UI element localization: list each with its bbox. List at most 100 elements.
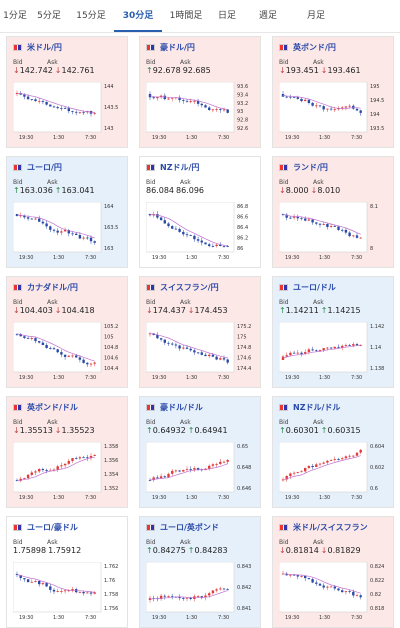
candle <box>355 108 359 111</box>
candlestick-chart: 175.2 175 174.8 174.6 174.4 19:30 1:30 7:30 <box>146 322 251 381</box>
currency-card[interactable]: 英ポンド/円 Bid Ask ↓193.451 ↓193.461 195 194.5 194 1… <box>272 36 394 148</box>
bid-price: ↓8.000 <box>279 186 309 195</box>
candle <box>337 346 340 348</box>
candle <box>329 460 333 461</box>
pair-title[interactable]: 米ドル/スイスフラン <box>293 522 368 532</box>
candle <box>304 576 307 579</box>
candle <box>215 464 218 465</box>
pair-title[interactable]: スイスフラン/円 <box>160 282 219 292</box>
pair-title[interactable]: ユーロ/英ポンド <box>160 522 219 532</box>
candle <box>78 592 82 593</box>
ask-label: Ask <box>180 59 191 66</box>
candle <box>34 338 37 342</box>
prices: ↑1.14211 ↑1.14215 <box>279 306 363 315</box>
bid-label: Bid <box>146 419 156 426</box>
currency-card[interactable]: ユーロ/ドル Bid Ask ↑1.14211 ↑1.14215 1.142 1.14 1.1… <box>272 276 394 388</box>
tab-1[interactable]: 5分足 <box>37 11 61 21</box>
currency-card[interactable]: 米ドル/円 Bid Ask ↓142.742 ↓142.761 144 143.5 143 19… <box>6 36 128 148</box>
currency-card[interactable]: ユーロ/豪ドル Bid Ask 1.75898 1.75912 1.762 1.76 1.75… <box>6 516 128 628</box>
tab-3[interactable]: 30分足 <box>114 0 162 32</box>
card-header: カナダドル/円 <box>13 281 78 293</box>
card-header: 豪ドル/ドル <box>146 401 203 413</box>
bid-ask-labels: Bid Ask <box>146 179 214 186</box>
pair-title[interactable]: NZドル/ドル <box>293 402 341 412</box>
pair-title[interactable]: 英ポンド/ドル <box>27 402 78 412</box>
tab-0[interactable]: 1分足 <box>3 11 27 21</box>
candle <box>171 226 174 229</box>
y-tick-label: 0.6 <box>370 486 378 492</box>
bid-label: Bid <box>279 59 289 66</box>
candle <box>355 452 359 456</box>
x-tick-label: 7:30 <box>218 255 229 261</box>
candle <box>26 338 30 339</box>
chart-area <box>146 82 235 133</box>
flag-icon <box>279 523 288 531</box>
x-tick-label: 19:30 <box>285 255 299 261</box>
candle <box>352 344 355 346</box>
currency-card[interactable]: NZドル/ドル Bid Ask ↑0.60301 ↑0.60315 0.604 0.602 0… <box>272 396 394 508</box>
bid-value: 0.81814 <box>285 546 319 555</box>
currency-card[interactable]: 米ドル/スイスフラン Bid Ask ↓0.81814 ↓0.81829 0.824 0.8… <box>272 516 394 628</box>
candle <box>82 237 85 239</box>
candle <box>182 231 185 235</box>
pair-title[interactable]: ユーロ/豪ドル <box>27 522 78 532</box>
currency-card[interactable]: ユーロ/円 Bid Ask ↑163.036 ↑163.041 164 163.5 163 19… <box>6 156 128 268</box>
candle <box>359 110 362 113</box>
pair-title[interactable]: 豪ドル/ドル <box>160 402 203 412</box>
ask-value: 1.75912 <box>48 546 82 555</box>
y-tick-label: 1.354 <box>104 472 118 478</box>
candle <box>215 356 218 360</box>
x-tick-label: 7:30 <box>218 375 229 381</box>
pair-title[interactable]: ユーロ/円 <box>27 162 62 172</box>
tab-5[interactable]: 日足 <box>217 11 236 21</box>
candle <box>333 109 336 111</box>
pair-title[interactable]: ユーロ/ドル <box>293 282 336 292</box>
candle <box>171 343 174 345</box>
tab-6[interactable]: 週足 <box>258 11 277 21</box>
candle <box>30 99 33 100</box>
pair-title[interactable]: 豪ドル/円 <box>160 42 195 52</box>
bid-price: ↑0.64932 <box>146 426 186 435</box>
candle <box>15 334 19 335</box>
candle <box>211 354 215 357</box>
y-tick-label: 1.138 <box>370 366 384 372</box>
ask-value: 163.041 <box>61 186 95 195</box>
pair-title[interactable]: 米ドル/円 <box>27 42 62 52</box>
tab-2[interactable]: 15分足 <box>76 11 106 21</box>
pair-title[interactable]: 英ポンド/円 <box>293 42 336 52</box>
ask-label: Ask <box>313 419 324 426</box>
currency-card[interactable]: 豪ドル/円 Bid Ask ↑92.678 92.685 93.6 93.4 93.2 93 92… <box>139 36 261 148</box>
candle <box>281 479 285 481</box>
candlestick-chart: 1.142 1.14 1.138 19:30 1:30 7:30 <box>279 322 384 381</box>
candle <box>304 467 307 472</box>
tab-4[interactable]: 1時間足 <box>169 11 203 21</box>
ask-label: Ask <box>47 299 58 306</box>
x-tick-label: 7:30 <box>85 255 96 261</box>
prices: ↓8.000 ↓8.010 <box>279 186 342 195</box>
candle <box>355 344 359 346</box>
candle <box>285 476 288 480</box>
candle <box>348 232 351 237</box>
candle <box>311 349 314 351</box>
candle <box>185 347 189 349</box>
currency-card[interactable]: カナダドル/円 Bid Ask ↓104.403 ↓104.418 105.2 105 104… <box>6 276 128 388</box>
pair-title[interactable]: ランド/円 <box>293 162 328 172</box>
pair-title[interactable]: カナダドル/円 <box>27 282 78 292</box>
currency-card[interactable]: スイスフラン/円 Bid Ask ↓174.437 ↓174.453 175.2 175 17… <box>139 276 261 388</box>
prices: ↑0.84275 ↑0.84283 <box>146 546 230 555</box>
arrow-down-icon: ↓ <box>54 66 62 75</box>
x-tick-label: 19:30 <box>152 495 166 501</box>
currency-card[interactable]: 英ポンド/ドル Bid Ask ↓1.35513 ↓1.35523 1.358 1.356 1… <box>6 396 128 508</box>
currency-card[interactable]: NZドル/円 Bid Ask 86.084 86.096 86.8 86.6 86.4 86.2… <box>139 156 261 268</box>
candle <box>341 345 344 348</box>
candle <box>148 94 152 98</box>
bid-value: 1.35513 <box>19 426 53 435</box>
candle <box>289 96 292 98</box>
pair-title[interactable]: NZドル/円 <box>160 162 200 172</box>
tab-7[interactable]: 月足 <box>306 11 325 21</box>
currency-card[interactable]: ユーロ/英ポンド Bid Ask ↑0.84275 ↑0.84283 0.843 0.842… <box>139 516 261 628</box>
x-tick-label: 1:30 <box>53 375 64 381</box>
currency-card[interactable]: ランド/円 Bid Ask ↓8.000 ↓8.010 8.1 8 19:30 1:30 7:30 <box>272 156 394 268</box>
currency-card[interactable]: 豪ドル/ドル Bid Ask ↑0.64932 ↑0.64941 0.65 0.648 0.6… <box>139 396 261 508</box>
bid-label: Bid <box>13 419 23 426</box>
